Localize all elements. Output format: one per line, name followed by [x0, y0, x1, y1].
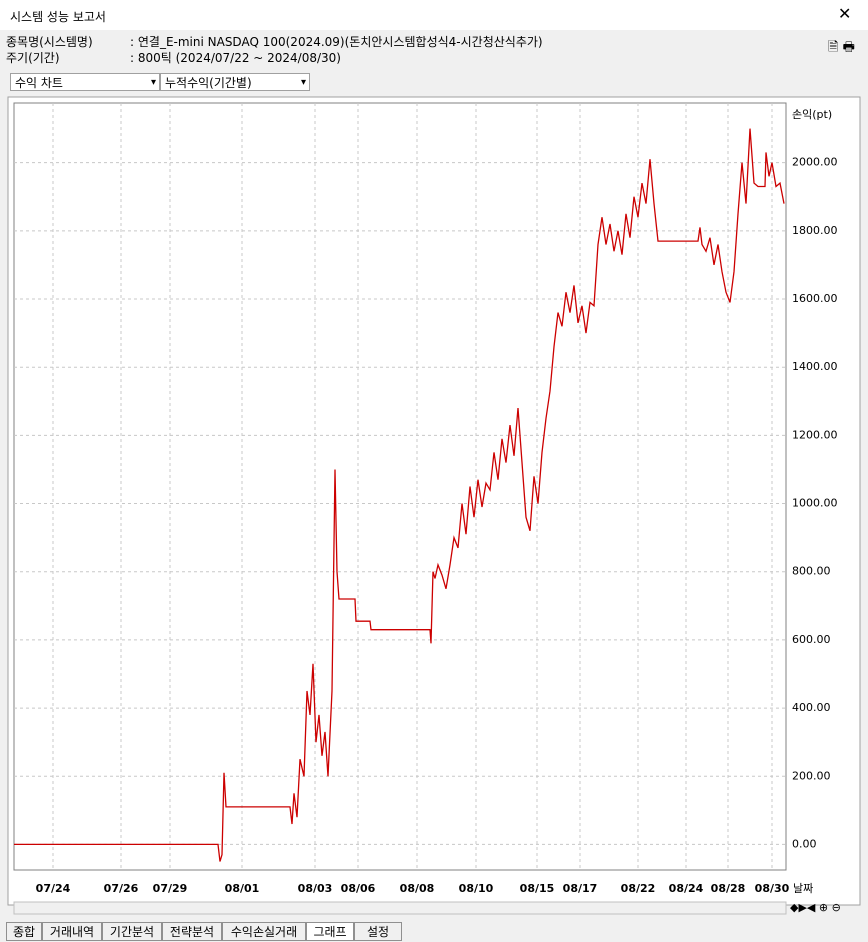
y-tick-label: 400.00 [792, 701, 831, 714]
tab[interactable]: 기간분석 [102, 922, 162, 941]
close-button[interactable]: ✕ [838, 4, 852, 23]
scroll-buttons[interactable]: ◆▶◀ ⊕ ⊖ [790, 901, 841, 914]
y-tick-label: 200.00 [792, 769, 831, 782]
tab[interactable]: 종합 [6, 922, 42, 941]
tab[interactable]: 설정 [354, 922, 402, 941]
y-tick-label: 1400.00 [792, 360, 838, 373]
y-tick-label: 1800.00 [792, 224, 838, 237]
x-tick-label: 08/30 [755, 882, 790, 895]
y-tick-label: 800.00 [792, 565, 831, 578]
x-tick-label: 08/15 [520, 882, 555, 895]
y-tick-label: 1200.00 [792, 428, 838, 441]
y-axis-label: 손익(pt) [792, 108, 832, 121]
x-tick-label: 08/17 [563, 882, 598, 895]
info-label: 주기(기간) [6, 51, 60, 65]
icons[interactable]: 🗎 🖶 [828, 40, 855, 55]
dropdown[interactable]: 수익 차트 [10, 73, 160, 92]
profit-line [14, 128, 785, 862]
scrollbar[interactable] [13, 901, 787, 915]
x-tick-label: 08/06 [341, 882, 376, 895]
x-tick-label: 08/28 [711, 882, 746, 895]
x-axis-label: 날짜 [793, 882, 813, 895]
x-tick-label: 07/29 [153, 882, 188, 895]
x-tick-label: 08/01 [225, 882, 260, 895]
y-tick-label: 1600.00 [792, 292, 838, 305]
title-bar: 시스템 성능 보고서 ✕ [0, 0, 868, 30]
x-tick-label: 08/03 [298, 882, 333, 895]
y-tick-label: 600.00 [792, 633, 831, 646]
y-tick-label: 0.00 [792, 837, 817, 850]
x-tick-label: 07/24 [36, 882, 71, 895]
tab[interactable]: 전략분석 [162, 922, 222, 941]
tab[interactable]: 수익손실거래 [222, 922, 306, 941]
window-title: 시스템 성능 보고서 [10, 10, 106, 24]
info-label: 종목명(시스템명) [6, 35, 93, 49]
x-tick-label: 08/10 [459, 882, 494, 895]
x-tick-label: 08/24 [669, 882, 704, 895]
y-tick-label: 2000.00 [792, 156, 838, 169]
x-tick-label: 08/22 [621, 882, 656, 895]
info-value: : 800틱 (2024/07/22 ~ 2024/08/30) [130, 51, 341, 65]
info-value: : 연결_E-mini NASDAQ 100(2024.09)(돈치안시스템합성… [130, 35, 543, 49]
x-tick-label: 07/26 [104, 882, 139, 895]
tab[interactable]: 거래내역 [42, 922, 102, 941]
dropdown[interactable]: 누적수익(기간별) [160, 73, 310, 92]
tab[interactable]: 그래프 [306, 922, 354, 941]
y-tick-label: 1000.00 [792, 497, 838, 510]
plot-area [13, 102, 787, 871]
x-tick-label: 08/08 [400, 882, 435, 895]
